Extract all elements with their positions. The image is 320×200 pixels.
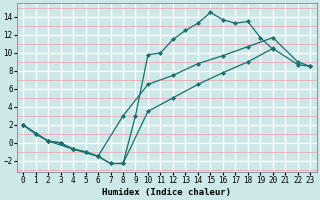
X-axis label: Humidex (Indice chaleur): Humidex (Indice chaleur) — [102, 188, 231, 197]
